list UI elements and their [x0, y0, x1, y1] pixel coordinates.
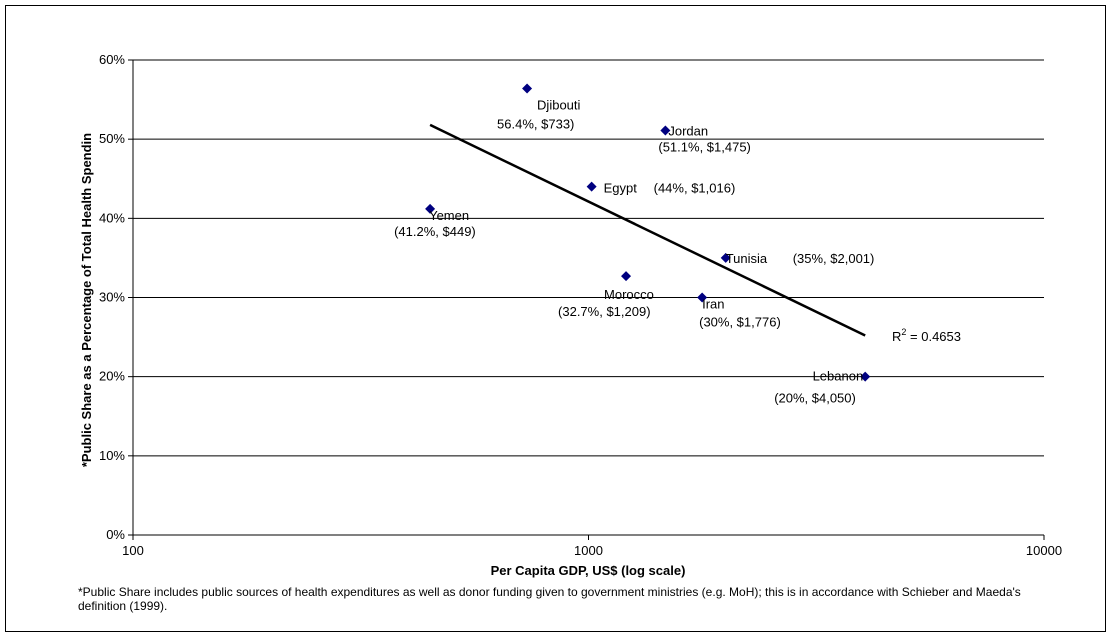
- point-value-djibouti: 56.4%, $733): [497, 117, 574, 132]
- x-tick-label: 10000: [1026, 543, 1062, 558]
- point-value-tunisia: (35%, $2,001): [793, 251, 875, 266]
- y-tick-label: 40%: [99, 210, 125, 225]
- footnote: *Public Share includes public sources of…: [78, 585, 1021, 613]
- point-value-jordan: (51.1%, $1,475): [658, 139, 751, 154]
- point-value-iran: (30%, $1,776): [699, 315, 781, 330]
- r-squared-prefix: R: [892, 329, 901, 344]
- r-squared-superscript: 2: [901, 327, 906, 337]
- point-value-lebanon: (20%, $4,050): [774, 391, 856, 406]
- trendline: [429, 123, 866, 337]
- point-name-jordan: Jordan: [668, 123, 708, 138]
- data-point-djibouti: [522, 83, 533, 94]
- point-name-iran: Iran: [702, 297, 724, 312]
- point-value-morocco: (32.7%, $1,209): [558, 304, 651, 319]
- r-squared-value: = 0.4653: [906, 329, 961, 344]
- data-point-morocco: [621, 271, 632, 282]
- data-point-yemen: [425, 203, 436, 214]
- x-axis-title: Per Capita GDP, US$ (log scale): [491, 563, 686, 578]
- point-value-egypt: (44%, $1,016): [654, 181, 736, 196]
- gridlines: [133, 59, 1044, 457]
- point-labels: Djibouti 56.4%, $733) Jordan(51.1%, $1,475…: [394, 98, 874, 406]
- x-tick-labels: 100 1000 10000: [122, 535, 1062, 558]
- y-axis-title: *Public Share as a Percentage of Total H…: [79, 133, 94, 467]
- point-name-lebanon: Lebanon: [813, 369, 864, 384]
- y-tick-label: 60%: [99, 52, 125, 67]
- y-tick-label: 50%: [99, 131, 125, 146]
- data-point-iran: [697, 292, 708, 303]
- x-tick-label: 100: [122, 543, 144, 558]
- data-points: [425, 83, 871, 382]
- data-point-tunisia: [720, 252, 731, 263]
- point-name-djibouti: Djibouti: [537, 98, 580, 113]
- trendline-group: [429, 123, 866, 337]
- y-tick-label: 20%: [99, 369, 125, 384]
- y-tick-labels: 0% 10% 20% 30% 40% 50% 60%: [99, 52, 133, 542]
- data-point-lebanon: [860, 371, 871, 382]
- point-name-yemen: Yemen: [429, 208, 469, 223]
- y-tick-label: 10%: [99, 448, 125, 463]
- point-name-morocco: Morocco: [604, 287, 654, 302]
- point-value-yemen: (41.2%, $449): [394, 224, 476, 239]
- data-point-jordan: [660, 125, 671, 136]
- chart-frame: [5, 5, 1106, 632]
- y-tick-label: 0%: [106, 527, 125, 542]
- x-tick-label: 1000: [574, 543, 603, 558]
- r-squared-label: R2 = 0.4653: [892, 327, 961, 344]
- point-name-tunisia: Tunisia: [726, 251, 768, 266]
- y-tick-label: 30%: [99, 290, 125, 305]
- point-name-egypt: Egypt: [604, 181, 638, 196]
- data-point-egypt: [586, 181, 597, 192]
